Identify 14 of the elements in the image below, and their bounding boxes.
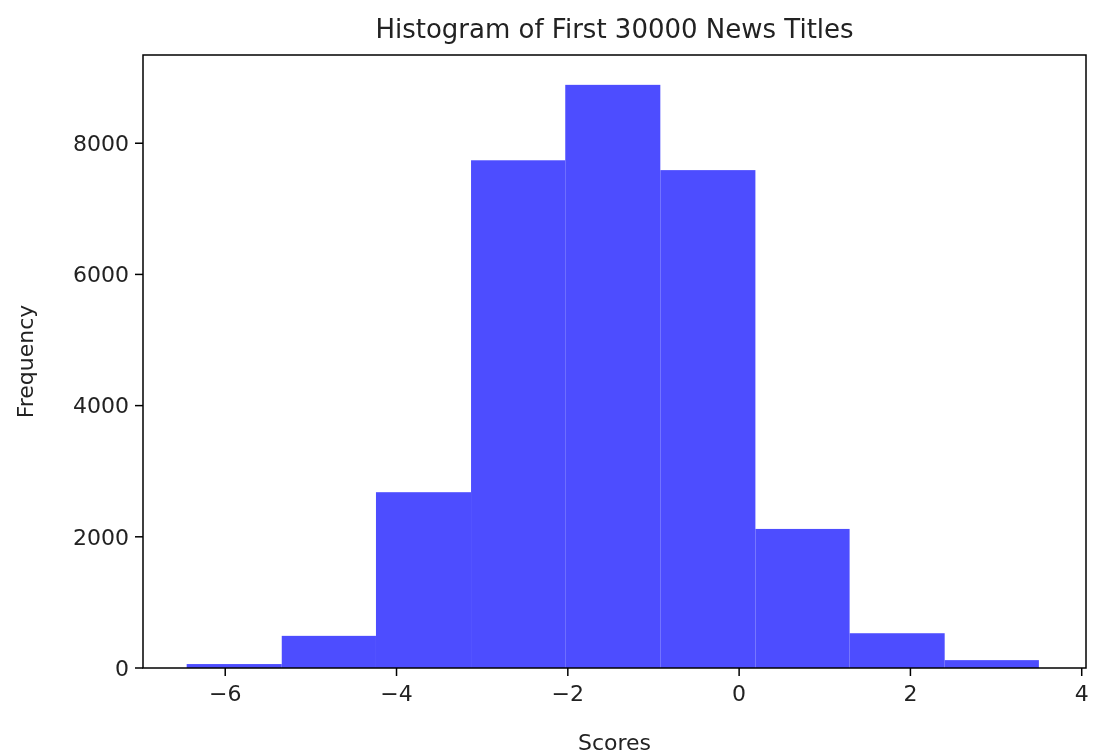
x-tick-label: 0 xyxy=(732,681,747,706)
chart-title: Histogram of First 30000 News Titles xyxy=(375,14,854,44)
y-tick-label: 0 xyxy=(115,655,129,681)
x-axis-title: Scores xyxy=(577,730,652,755)
y-tick-label: 4000 xyxy=(73,393,129,419)
x-tick-label: 2 xyxy=(903,681,918,706)
x-tick-label: −6 xyxy=(209,681,242,706)
x-tick-label: −2 xyxy=(551,681,585,706)
y-axis-title: Frequency xyxy=(13,304,38,419)
x-tick-label: 4 xyxy=(1074,681,1089,706)
y-tick-label: 8000 xyxy=(73,130,129,156)
y-tick-label: 6000 xyxy=(73,262,129,288)
x-tick-label: −4 xyxy=(380,681,413,706)
y-tick-label: 2000 xyxy=(73,524,129,550)
